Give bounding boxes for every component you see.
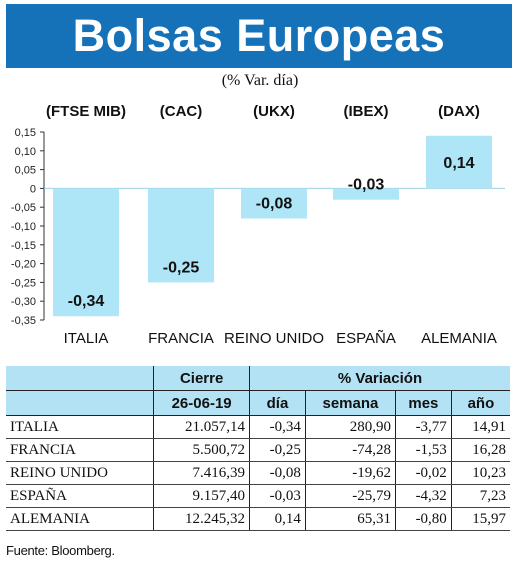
bar-value-label: -0,25 — [163, 259, 200, 276]
header-cierre: Cierre — [153, 366, 250, 391]
header-date: 26-06-19 — [153, 390, 250, 416]
bar — [426, 135, 492, 189]
cell-mes: -0,80 — [394, 507, 452, 531]
cell-dia: -0,34 — [249, 415, 306, 439]
source-note: Fuente: Bloomberg. — [6, 543, 115, 558]
cell-dia: -0,25 — [249, 438, 306, 462]
index-label: (FTSE MIB) — [46, 103, 126, 120]
bar — [241, 188, 307, 219]
y-tick-label: 0,15 — [15, 127, 36, 139]
cell-dia: 0,14 — [249, 507, 306, 531]
chart-subtitle: (% Var. día) — [221, 72, 299, 89]
x-tick-label: ALEMANIA — [421, 330, 497, 347]
y-tick-label: 0,10 — [15, 146, 36, 158]
bar-value-label: -0,08 — [256, 195, 293, 212]
x-tick-label: FRANCIA — [148, 330, 214, 347]
cell-dia: -0,08 — [249, 461, 306, 485]
table-row: FRANCIA 5.500,72 -0,25 -74,28 -1,53 16,28 — [6, 438, 510, 462]
cell-dia: -0,03 — [249, 484, 306, 508]
header-dia: día — [249, 390, 306, 416]
index-label: (UKX) — [253, 103, 295, 120]
bar-chart: 0,15 0,10 0,05 0 -0,05 -0,10 -0,15 -0,20 -0,25 -0… — [11, 103, 505, 347]
index-label: (DAX) — [438, 103, 480, 120]
y-tick-label: -0,10 — [11, 221, 36, 233]
header-anio: año — [450, 390, 510, 416]
cell-cierre: 21.057,14 — [153, 415, 250, 439]
cell-name: REINO UNIDO — [6, 461, 154, 485]
y-tick-label: -0,05 — [11, 202, 36, 214]
market-table: Cierre % Variación 26-06-19 día semana m… — [6, 366, 510, 531]
table-corner — [6, 366, 154, 391]
cell-anio: 16,28 — [450, 438, 510, 462]
y-tick-label: -0,20 — [11, 259, 36, 271]
index-label: (IBEX) — [344, 103, 389, 120]
table-row: ALEMANIA 12.245,32 0,14 65,31 -0,80 15,97 — [6, 507, 510, 531]
chart-title: Bolsas Europeas — [72, 10, 446, 61]
cell-semana: 280,90 — [304, 415, 396, 439]
title-banner: Bolsas Europeas — [6, 4, 512, 68]
bar — [53, 188, 119, 317]
cell-semana: -25,79 — [304, 484, 396, 508]
cell-name: ITALIA — [6, 415, 154, 439]
cell-semana: 65,31 — [304, 507, 396, 531]
cell-name: ESPAÑA — [6, 484, 154, 508]
y-tick-label: -0,25 — [11, 277, 36, 289]
cell-name: FRANCIA — [6, 438, 154, 462]
table-row: ESPAÑA 9.157,40 -0,03 -25,79 -4,32 7,23 — [6, 484, 510, 508]
cell-anio: 10,23 — [450, 461, 510, 485]
bar — [148, 188, 214, 283]
table-row: REINO UNIDO 7.416,39 -0,08 -19,62 -0,02 10,23 — [6, 461, 510, 485]
cell-semana: -74,28 — [304, 438, 396, 462]
x-tick-label: ESPAÑA — [336, 330, 396, 347]
y-tick-label: -0,35 — [11, 315, 36, 327]
bar-value-label: -0,34 — [68, 293, 105, 310]
header-variacion: % Variación — [249, 366, 510, 391]
cell-name: ALEMANIA — [6, 507, 154, 531]
cell-semana: -19,62 — [304, 461, 396, 485]
cell-mes: -3,77 — [394, 415, 452, 439]
bar-value-label: 0,14 — [443, 155, 474, 172]
bar-value-label: -0,03 — [348, 177, 385, 194]
x-tick-label: ITALIA — [64, 330, 109, 347]
cell-anio: 15,97 — [450, 507, 510, 531]
table-body: ITALIA 21.057,14 -0,34 280,90 -3,77 14,91 FRAN… — [6, 415, 510, 531]
cell-mes: -0,02 — [394, 461, 452, 485]
table-row: ITALIA 21.057,14 -0,34 280,90 -3,77 14,91 — [6, 415, 510, 439]
header-mes: mes — [394, 390, 452, 416]
cell-anio: 14,91 — [450, 415, 510, 439]
index-label: (CAC) — [160, 103, 203, 120]
cell-mes: -4,32 — [394, 484, 452, 508]
cell-cierre: 5.500,72 — [153, 438, 250, 462]
y-tick-label: 0,05 — [15, 165, 36, 177]
x-tick-label: REINO UNIDO — [224, 330, 324, 347]
cell-cierre: 9.157,40 — [153, 484, 250, 508]
y-tick-label: -0,15 — [11, 240, 36, 252]
cell-anio: 7,23 — [450, 484, 510, 508]
cell-cierre: 12.245,32 — [153, 507, 250, 531]
cell-cierre: 7.416,39 — [153, 461, 250, 485]
bar — [333, 188, 399, 200]
table-corner-2 — [6, 390, 154, 416]
header-semana: semana — [304, 390, 396, 416]
y-tick-label: -0,30 — [11, 296, 36, 308]
cell-mes: -1,53 — [394, 438, 452, 462]
y-tick-label: 0 — [30, 183, 36, 195]
